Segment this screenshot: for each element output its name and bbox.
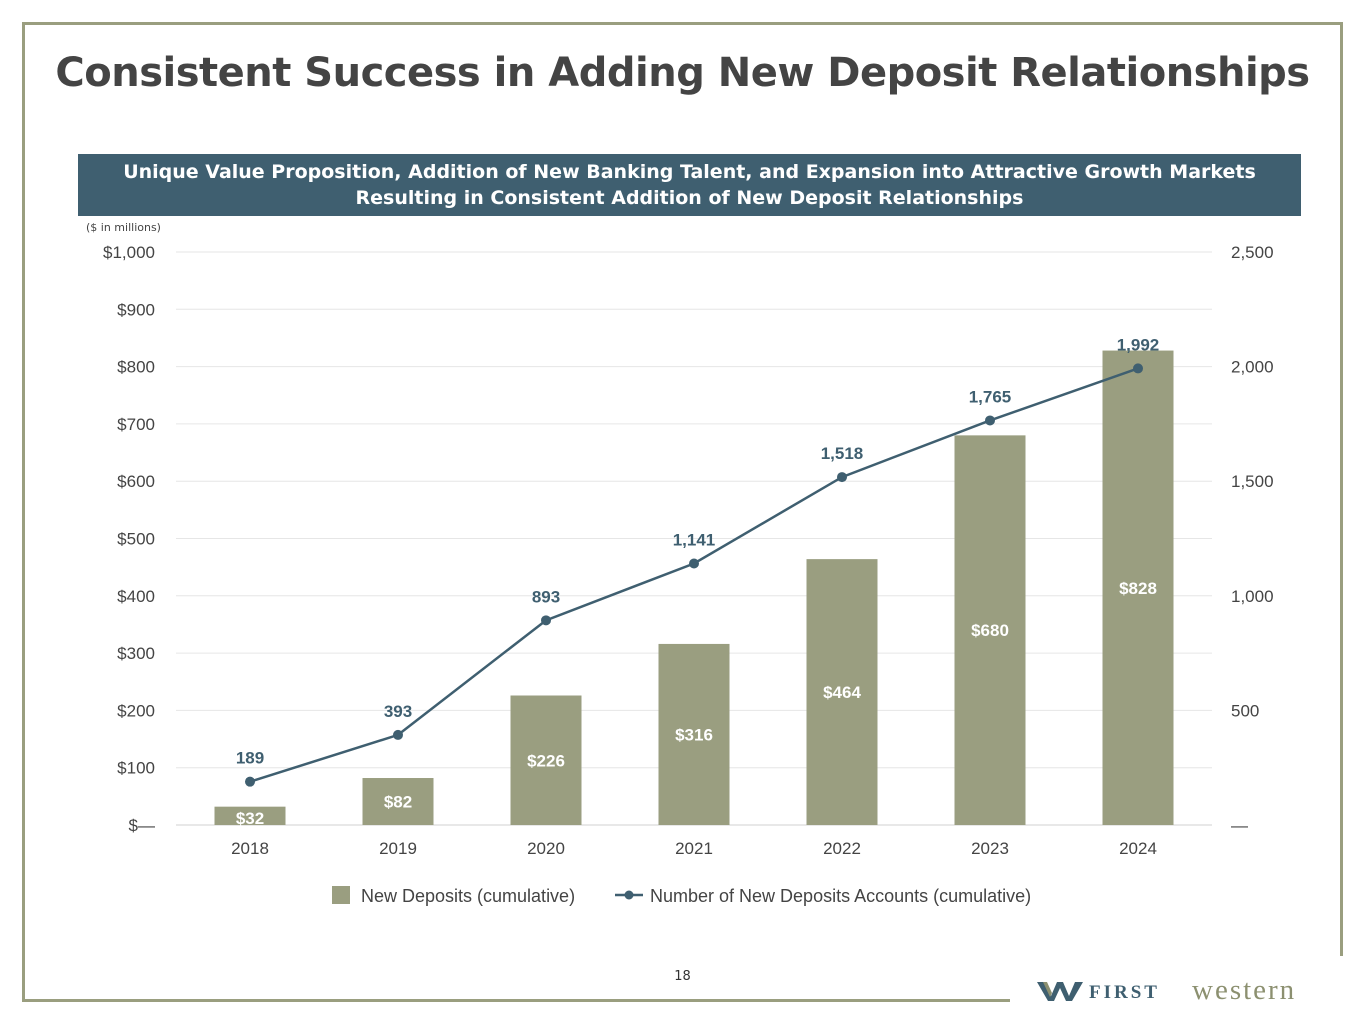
- logo-first-text: FIRST: [1089, 982, 1160, 1003]
- line-value-label: 1,765: [969, 387, 1012, 406]
- accounts-point-2022: [837, 472, 847, 483]
- subtitle-banner-text: Unique Value Proposition, Addition of Ne…: [123, 161, 1256, 209]
- x-tick-label: 2022: [823, 839, 861, 858]
- legend-bar-label: New Deposits (cumulative): [361, 886, 575, 906]
- accounts-point-2024: [1133, 363, 1143, 374]
- frame-right-border: [1340, 22, 1343, 956]
- bar-value-label: $464: [823, 683, 861, 702]
- y-left-tick-label: $800: [117, 358, 155, 377]
- accounts-point-2019: [393, 729, 403, 740]
- y-right-tick-label: 2,500: [1231, 243, 1274, 262]
- bar-2018: [214, 806, 286, 825]
- line-value-label: 1,518: [821, 444, 864, 463]
- frame-bottom-border: [22, 999, 1010, 1002]
- line-value-label: 189: [236, 749, 264, 768]
- y-left-tick-label: $600: [117, 472, 155, 491]
- y-right-tick-label: 2,000: [1231, 358, 1274, 377]
- y-left-tick-label: $200: [117, 701, 155, 720]
- bar-value-label: $82: [384, 793, 412, 812]
- bar-value-label: $316: [675, 725, 713, 744]
- bar-2023: [954, 435, 1026, 825]
- bar-2024: [1102, 350, 1174, 825]
- line-value-label: 1,141: [673, 530, 716, 549]
- legend-line-label: Number of New Deposits Accounts (cumulat…: [650, 886, 1031, 906]
- y-left-tick-label: $—: [129, 816, 155, 835]
- x-tick-label: 2023: [971, 839, 1009, 858]
- bar-value-label: $680: [971, 621, 1009, 640]
- y-left-tick-label: $1,000: [103, 243, 155, 262]
- x-tick-label: 2024: [1119, 839, 1157, 858]
- bar-2019: [362, 778, 434, 825]
- y-left-tick-label: $500: [117, 530, 155, 549]
- logo-western-text: western: [1192, 974, 1297, 1006]
- units-note: ($ in millions): [86, 221, 161, 234]
- line-value-label: 393: [384, 702, 412, 721]
- firstwestern-logo: FIRST western: [1037, 974, 1347, 1008]
- line-value-label: 893: [532, 587, 560, 606]
- x-tick-label: 2019: [379, 839, 417, 858]
- x-tick-label: 2018: [231, 839, 269, 858]
- bar-2022: [806, 559, 878, 825]
- y-left-tick-label: $300: [117, 644, 155, 663]
- bar-value-label: $226: [527, 751, 565, 770]
- y-left-tick-label: $700: [117, 415, 155, 434]
- slide-title: Consistent Success in Adding New Deposit…: [55, 50, 1310, 96]
- page-number: 18: [674, 969, 691, 984]
- logo-w-icon: [1037, 982, 1083, 1001]
- subtitle-banner: Unique Value Proposition, Addition of Ne…: [78, 154, 1301, 216]
- accounts-point-2018: [245, 776, 255, 787]
- y-right-tick-label: —: [1231, 816, 1248, 835]
- accounts-point-2023: [985, 415, 995, 426]
- bar-value-label: $828: [1119, 579, 1157, 598]
- legend-line-marker: [624, 890, 634, 900]
- bar-2021: [658, 643, 730, 825]
- accounts-point-2020: [541, 615, 551, 626]
- y-left-tick-label: $400: [117, 587, 155, 606]
- y-right-tick-label: 1,500: [1231, 472, 1274, 491]
- accounts-point-2021: [689, 558, 699, 569]
- x-tick-label: 2020: [527, 839, 565, 858]
- frame-top-border: [22, 22, 1343, 25]
- y-right-tick-label: 1,000: [1231, 587, 1274, 606]
- y-right-tick-label: 500: [1231, 701, 1259, 720]
- bar-value-label: $32: [236, 809, 264, 828]
- frame-left-border: [22, 22, 25, 1002]
- x-tick-label: 2021: [675, 839, 713, 858]
- bar-2020: [510, 695, 582, 825]
- y-left-tick-label: $100: [117, 759, 155, 778]
- legend-bar-swatch: [332, 886, 350, 904]
- y-left-tick-label: $900: [117, 300, 155, 319]
- line-value-label: 1,992: [1117, 335, 1160, 354]
